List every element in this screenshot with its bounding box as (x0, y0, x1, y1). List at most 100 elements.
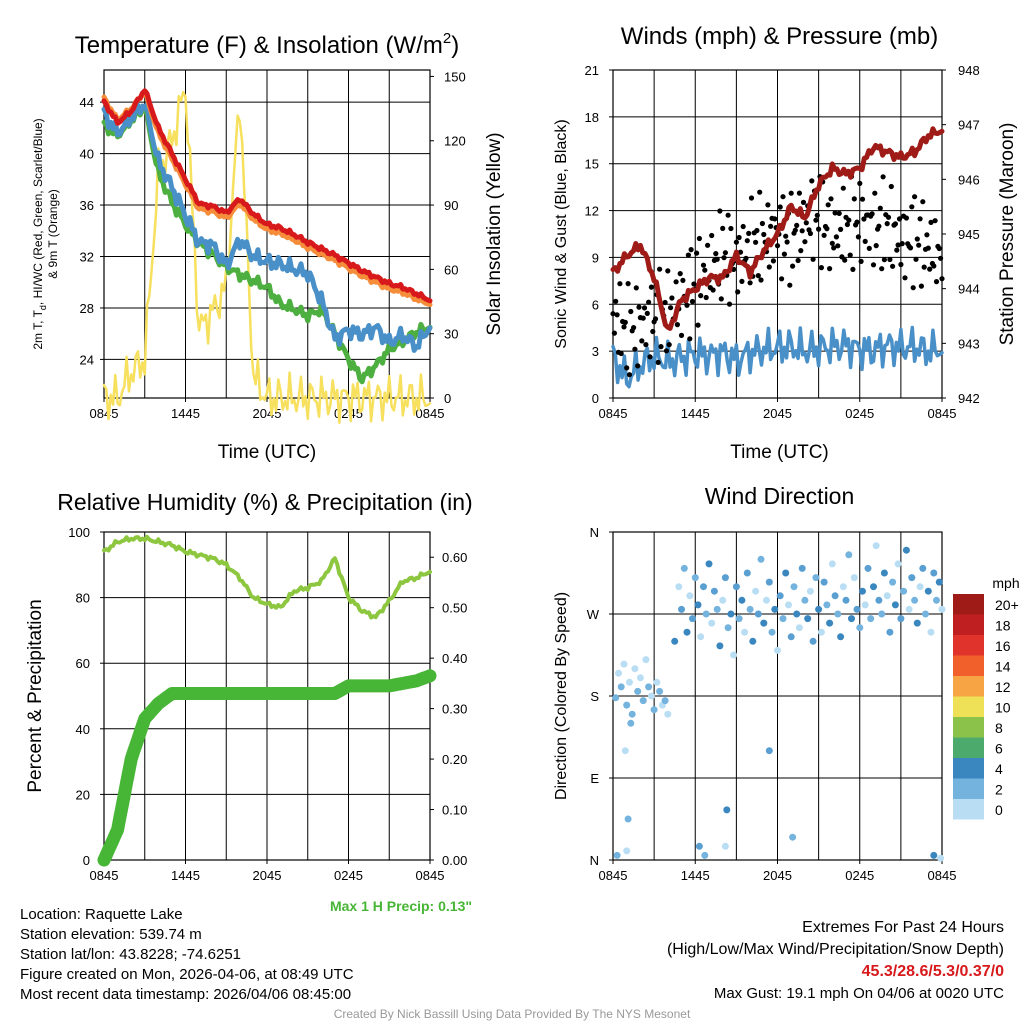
direction-point (763, 596, 770, 604)
direction-point (686, 592, 694, 600)
y-tick-label: 60 (76, 656, 90, 671)
gust-point (861, 216, 867, 222)
gust-point (669, 295, 675, 301)
ylabel-sub: d (38, 305, 48, 310)
legend-label: 12 (995, 679, 1011, 695)
legend-label: 14 (995, 659, 1011, 675)
direction-point (916, 583, 924, 591)
extremes-title: Extremes For Past 24 Hours (802, 919, 1004, 936)
direction-point (705, 560, 713, 568)
direction-point (933, 596, 940, 604)
gust-point (844, 221, 851, 228)
footer-credit: Created By Nick Bassill Using Data Provi… (333, 1007, 691, 1021)
direction-point (787, 633, 795, 641)
gust-point (747, 280, 753, 286)
direction-point (716, 642, 724, 650)
direction-point (798, 564, 806, 572)
direction-point (889, 578, 897, 586)
gust-point (927, 266, 933, 272)
direction-point (743, 569, 751, 577)
direction-point (880, 569, 888, 577)
gust-point (932, 218, 938, 224)
legend-swatch (953, 696, 984, 717)
y-tick-label: 32 (80, 250, 94, 265)
panel1-ylabel: 2m T, Td, HI/WC (Red, Green, Scarlet/Blu… (31, 118, 48, 349)
y-tick-label: 20 (76, 787, 90, 802)
y2-tick-label: 150 (444, 69, 466, 84)
gust-point (814, 212, 820, 218)
x-tick-label: 2045 (253, 406, 282, 421)
direction-point (653, 678, 661, 686)
x-tick-label: 1445 (171, 868, 200, 883)
gust-point (835, 243, 841, 249)
gust-point (685, 252, 692, 258)
panel1-ylabel2: & 9m T (Orange) (46, 189, 60, 279)
direction-point (631, 665, 639, 673)
gust-point (925, 245, 931, 251)
direction-point (752, 587, 760, 595)
y-tick-label: S (590, 689, 599, 704)
series-2m-temp-line (101, 88, 433, 304)
gust-point (768, 223, 774, 229)
gust-point (918, 283, 925, 289)
location-text: Location: Raquette Lake (20, 906, 183, 923)
direction-point (776, 592, 784, 600)
gust-point (896, 216, 903, 222)
gust-point (755, 273, 761, 279)
direction-point (738, 596, 746, 604)
gust-point (816, 226, 822, 232)
direction-point (642, 656, 650, 664)
y-tick-label: 100 (68, 525, 90, 540)
direction-point (678, 605, 685, 613)
gust-point (833, 234, 840, 240)
x-tick-label: 1445 (681, 868, 710, 883)
gust-point (781, 251, 788, 257)
direction-point (924, 587, 932, 595)
title-part: Temperature (F) & Insolation (W/m (75, 32, 443, 59)
direction-point (806, 587, 814, 595)
y-tick-label: 40 (80, 147, 94, 162)
gust-point (777, 204, 783, 210)
legend-label: 10 (995, 700, 1011, 716)
gust-point (779, 276, 785, 282)
gust-point (862, 238, 868, 244)
gust-point (938, 255, 944, 261)
y2-tick-label: 30 (444, 327, 458, 342)
gust-point (644, 310, 650, 316)
gust-point (939, 276, 945, 282)
gust-point (933, 279, 940, 285)
gust-point (665, 268, 671, 274)
direction-point (754, 610, 762, 618)
direction-point (913, 619, 921, 627)
direction-point (861, 601, 869, 609)
direction-point (680, 564, 688, 572)
gust-point (739, 278, 745, 284)
gust-point (657, 266, 663, 272)
gust-point (746, 230, 752, 236)
direction-point (930, 569, 938, 577)
y-tick-label: 0 (83, 853, 90, 868)
gust-point (700, 262, 707, 268)
direction-point (785, 601, 792, 609)
direction-point (891, 601, 899, 609)
title-sup: 2 (443, 30, 451, 47)
y-tick-label: N (590, 853, 599, 868)
direction-point (623, 847, 631, 855)
direction-point (650, 706, 658, 714)
direction-point (645, 683, 653, 691)
direction-point (664, 710, 672, 718)
y-tick-label: W (587, 607, 600, 622)
gust-point (761, 231, 767, 238)
gust-point (799, 228, 805, 234)
direction-point (883, 592, 891, 600)
gust-point (674, 322, 681, 328)
gust-point (928, 219, 934, 225)
direction-point (831, 592, 839, 600)
gust-point (754, 227, 760, 234)
y2-tick-label: 944 (958, 282, 980, 297)
legend-swatch (953, 778, 984, 799)
legend-label: 2 (995, 782, 1003, 798)
gust-point (931, 263, 937, 269)
legend-swatch (953, 717, 984, 738)
direction-point (938, 605, 946, 613)
